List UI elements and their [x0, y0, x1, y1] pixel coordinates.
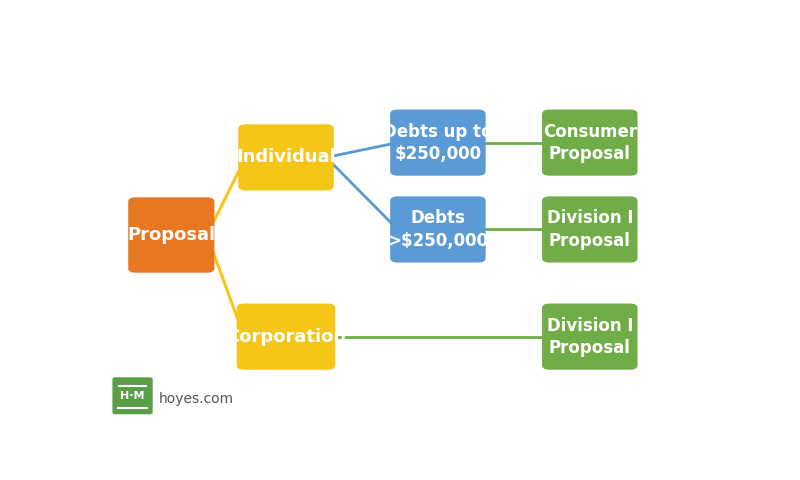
FancyBboxPatch shape [390, 109, 486, 176]
Text: Debts
>$250,000: Debts >$250,000 [387, 209, 489, 250]
FancyBboxPatch shape [542, 109, 638, 176]
FancyBboxPatch shape [237, 303, 335, 370]
Text: H·M: H·M [120, 391, 145, 401]
Text: hoyes.com: hoyes.com [159, 393, 234, 407]
FancyBboxPatch shape [542, 303, 638, 370]
Text: Corporation: Corporation [226, 328, 346, 346]
Text: Individual: Individual [236, 148, 336, 167]
Text: Debts up to
$250,000: Debts up to $250,000 [383, 122, 493, 163]
FancyBboxPatch shape [390, 196, 486, 263]
Text: Division I
Proposal: Division I Proposal [546, 209, 633, 250]
Text: Consumer
Proposal: Consumer Proposal [542, 122, 637, 163]
Text: Proposal: Proposal [127, 226, 215, 244]
FancyBboxPatch shape [238, 124, 334, 191]
FancyBboxPatch shape [128, 197, 214, 273]
FancyBboxPatch shape [542, 196, 638, 263]
FancyBboxPatch shape [112, 377, 153, 414]
Text: Division I
Proposal: Division I Proposal [546, 316, 633, 357]
